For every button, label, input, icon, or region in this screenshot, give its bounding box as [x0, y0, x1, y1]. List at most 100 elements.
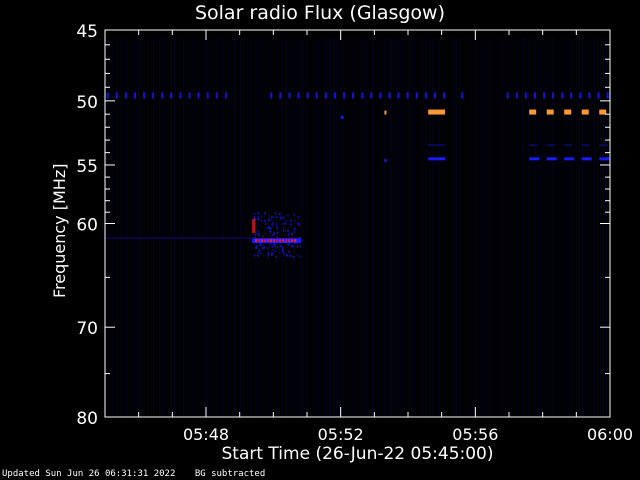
noise-streak — [549, 38, 551, 417]
burst-onset — [252, 219, 256, 234]
burst-pixel — [272, 222, 274, 225]
burst-pixel — [268, 234, 271, 237]
interference-band-dot — [152, 92, 155, 99]
noise-streak — [525, 38, 527, 417]
noise-streak — [435, 38, 437, 417]
interference-band-dot — [533, 92, 536, 99]
noise-streak — [534, 38, 536, 417]
burst-pixel — [288, 250, 290, 253]
noise-streak — [540, 38, 542, 417]
interference-band-dot — [306, 92, 309, 99]
interference-faint-dash — [581, 144, 590, 147]
noise-streak — [432, 38, 434, 417]
noise-streak — [309, 38, 311, 417]
interference-band-dot — [133, 92, 136, 99]
burst-pixel — [287, 243, 289, 246]
burst-pixel — [288, 242, 290, 245]
noise-streak — [552, 38, 554, 417]
noise-streak — [516, 38, 518, 417]
noise-streak — [402, 38, 404, 417]
y-tick-label: 80 — [76, 409, 98, 429]
burst-pixel — [294, 230, 296, 233]
noise-streak — [453, 38, 455, 417]
y-tick-label: 55 — [76, 157, 98, 177]
noise-streak — [438, 38, 440, 417]
noise-streak — [180, 38, 182, 417]
interference-band-dot — [561, 92, 564, 99]
noise-streak — [198, 38, 200, 417]
burst-pixel — [267, 252, 270, 255]
burst-pixel — [285, 219, 288, 222]
burst-pixel — [276, 245, 279, 248]
noise-streak — [363, 38, 365, 417]
burst-pixel — [277, 226, 279, 229]
noise-streak — [168, 38, 170, 417]
interference-band-dot — [143, 92, 146, 99]
burst-pixel — [254, 234, 256, 237]
noise-streak — [288, 38, 290, 417]
burst-peak-pixel — [258, 239, 261, 243]
burst-pixel — [272, 215, 275, 218]
noise-streak — [480, 38, 482, 417]
burst-pixel — [290, 232, 293, 235]
noise-streak — [585, 38, 587, 417]
noise-streak — [489, 38, 491, 417]
noise-streak — [372, 38, 374, 417]
noise-streak — [393, 38, 395, 417]
burst-pixel — [282, 247, 284, 250]
burst-pixel — [264, 222, 267, 225]
y-tick-label: 60 — [76, 216, 98, 236]
burst-pixel — [279, 212, 281, 215]
noise-streak — [429, 38, 431, 417]
interference-band-dot — [297, 92, 300, 99]
burst-pixel — [268, 227, 271, 230]
noise-streak — [603, 38, 605, 417]
burst-pixel — [270, 218, 273, 221]
noise-streak — [510, 38, 512, 417]
noise-streak — [486, 38, 488, 417]
noise-streak — [555, 38, 557, 417]
noise-streak — [135, 38, 137, 417]
burst-pixel — [276, 235, 279, 238]
interference-spot — [384, 159, 387, 163]
interference-band-dot — [197, 92, 200, 99]
noise-streak — [330, 38, 332, 417]
noise-streak — [117, 38, 119, 417]
noise-streak — [240, 38, 242, 417]
noise-streak — [264, 38, 266, 417]
interference-band-dot — [179, 92, 182, 99]
burst-pixel — [279, 215, 282, 218]
burst-pixel — [293, 213, 295, 216]
burst-pixel — [271, 248, 274, 251]
noise-streak — [333, 38, 335, 417]
noise-streak — [315, 38, 317, 417]
noise-streak — [390, 38, 392, 417]
burst-pixel — [257, 218, 260, 221]
interference-faint — [428, 144, 446, 147]
interference-orange — [428, 109, 446, 115]
interference-band-dot — [288, 92, 291, 99]
noise-streak — [498, 38, 500, 417]
noise-streak — [162, 38, 164, 417]
burst-pixel — [260, 219, 262, 222]
noise-streak — [396, 38, 398, 417]
burst-pixel — [287, 229, 289, 232]
noise-streak — [426, 38, 428, 417]
noise-streak — [339, 38, 341, 417]
burst-pixel — [299, 245, 302, 248]
noise-streak — [144, 38, 146, 417]
noise-streak — [141, 38, 143, 417]
noise-streak — [228, 38, 230, 417]
interference-band-dot — [379, 92, 382, 99]
noise-streak — [387, 38, 389, 417]
burst-pixel — [292, 256, 295, 259]
noise-streak — [465, 38, 467, 417]
burst-pixel — [260, 216, 263, 219]
noise-streak — [336, 38, 338, 417]
burst-pixel — [275, 255, 277, 258]
noise-streak — [369, 38, 371, 417]
interference-band-dot — [461, 92, 464, 99]
noise-streak — [255, 38, 257, 417]
noise-streak — [600, 38, 602, 417]
noise-streak — [219, 38, 221, 417]
